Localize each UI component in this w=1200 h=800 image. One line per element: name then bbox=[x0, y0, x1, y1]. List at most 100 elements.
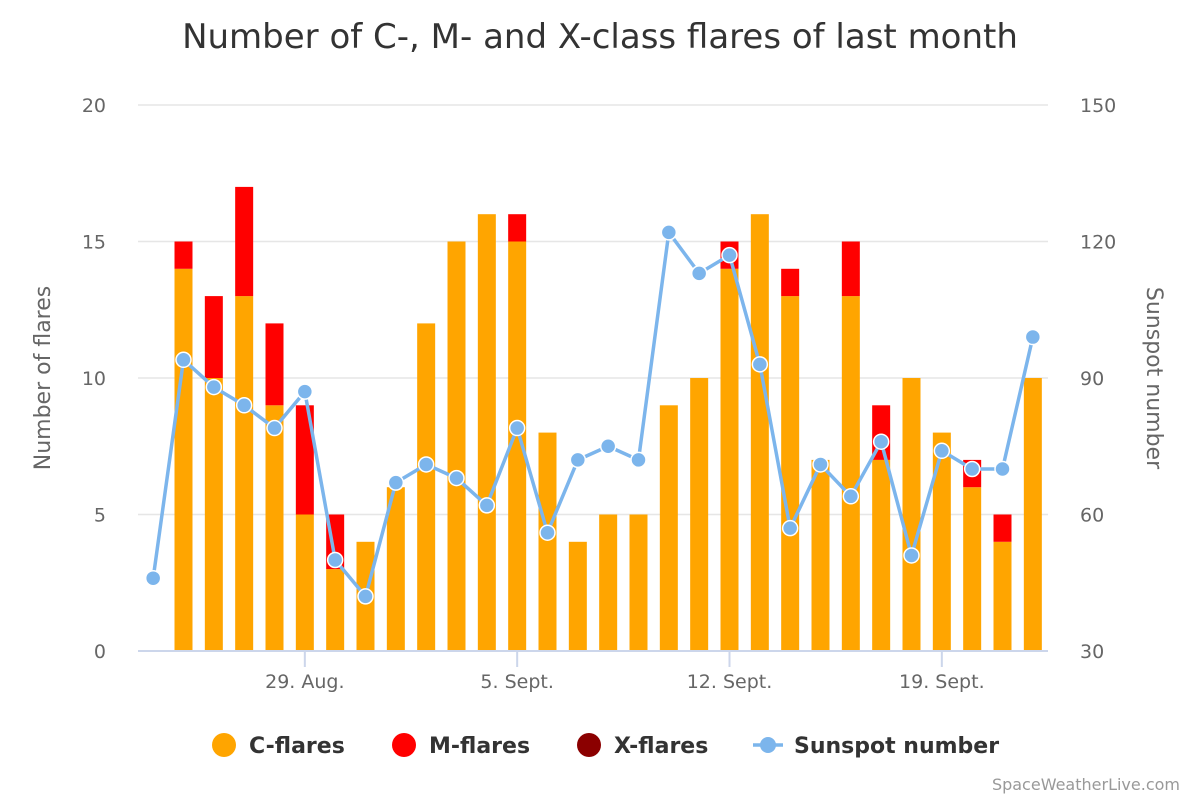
sunspot-point bbox=[721, 246, 738, 264]
bar-c-flares bbox=[902, 378, 921, 651]
bar-c-flares bbox=[235, 296, 254, 651]
bar-c-flares bbox=[811, 459, 830, 651]
sunspot-point bbox=[842, 488, 860, 505]
legend: C-flares M-flares X-flares Sunspot number bbox=[212, 733, 999, 759]
credit-text: SpaceWeatherLive.com bbox=[992, 775, 1180, 794]
bar-c-flares bbox=[993, 541, 1012, 651]
x-tick-label: 19. Sept. bbox=[899, 671, 985, 693]
sunspot-line bbox=[151, 230, 1035, 599]
bar-c-flares bbox=[417, 323, 436, 651]
bar-c-flares bbox=[174, 268, 193, 651]
bar-c-flares bbox=[872, 459, 891, 651]
sunspot-point bbox=[417, 456, 435, 473]
bar-c-flares bbox=[720, 268, 739, 651]
sunspot-point bbox=[539, 524, 556, 541]
bar-c-flares bbox=[659, 405, 678, 651]
y2-tick-label: 30 bbox=[1080, 641, 1104, 663]
sunspot-point bbox=[994, 460, 1011, 478]
sunspot-point bbox=[266, 419, 283, 437]
y2-tick-label: 90 bbox=[1080, 368, 1104, 390]
y-tick-label: 15 bbox=[82, 232, 106, 254]
sunspot-point bbox=[387, 474, 405, 491]
bar-c-flares bbox=[1023, 378, 1042, 651]
legend-marker-c-flares bbox=[212, 733, 236, 757]
sunspot-point bbox=[144, 569, 162, 587]
bar-m-flares bbox=[204, 296, 223, 378]
bar-c-flares bbox=[477, 214, 496, 651]
y-tick-label: 20 bbox=[82, 95, 106, 117]
sunspot-point bbox=[205, 378, 223, 396]
sunspot-point bbox=[569, 451, 587, 469]
sunspot-point bbox=[478, 497, 496, 514]
y2-tick-label: 60 bbox=[1080, 505, 1104, 527]
chart-title: Number of C-, M- and X-class flares of l… bbox=[182, 17, 1018, 57]
bar-c-flares bbox=[781, 296, 800, 651]
bar-c-flares bbox=[447, 241, 466, 651]
bar-c-flares bbox=[204, 378, 223, 651]
legend-marker-m-flares bbox=[392, 733, 416, 757]
sunspot-point bbox=[963, 460, 981, 478]
legend-label-m-flares: M-flares bbox=[429, 734, 530, 759]
bar-m-flares bbox=[841, 241, 860, 297]
sunspot-point bbox=[599, 438, 617, 455]
sunspot-point bbox=[812, 456, 829, 473]
legend-marker-sunspot-number bbox=[760, 737, 776, 753]
sunspot-point bbox=[448, 469, 465, 487]
sunspot-point bbox=[781, 519, 799, 537]
bar-c-flares bbox=[841, 296, 860, 651]
x-tick-label: 12. Sept. bbox=[687, 671, 773, 693]
bar-c-flares bbox=[932, 432, 951, 651]
x-tick-label: 5. Sept. bbox=[480, 671, 553, 693]
bar-c-flares bbox=[963, 487, 982, 651]
sunspot-point bbox=[357, 588, 374, 605]
sunspot-point bbox=[235, 397, 253, 414]
bar-c-flares bbox=[750, 214, 769, 651]
y2-axis-title: Sunspot number bbox=[1141, 287, 1166, 470]
y-tick-label: 0 bbox=[94, 641, 106, 663]
bar-m-flares bbox=[993, 514, 1012, 542]
bar-m-flares bbox=[295, 405, 314, 515]
bar-m-flares bbox=[174, 241, 193, 269]
bar-c-flares bbox=[690, 378, 709, 651]
bar-c-flares bbox=[265, 405, 284, 651]
sunspot-point bbox=[296, 383, 314, 400]
sunspot-point bbox=[630, 451, 647, 469]
x-tick-label: 29. Aug. bbox=[265, 671, 344, 693]
axes: 0 30 5 60 10 90 15 120 20 150 29. Aug. 5. Sept. 12. … bbox=[82, 95, 1116, 693]
y2-tick-label: 120 bbox=[1080, 232, 1116, 254]
y2-tick-label: 150 bbox=[1080, 95, 1116, 117]
sunspot-line-series bbox=[144, 224, 1042, 605]
sunspot-point bbox=[690, 265, 708, 282]
y-tick-label: 10 bbox=[82, 368, 106, 390]
legend-label-x-flares: X-flares bbox=[614, 734, 708, 759]
legend-label-c-flares: C-flares bbox=[249, 734, 345, 759]
gridlines bbox=[138, 104, 1048, 516]
bar-m-flares bbox=[781, 268, 800, 297]
sunspot-point bbox=[508, 419, 526, 437]
y-tick-label: 5 bbox=[94, 505, 106, 527]
bar-c-flares bbox=[629, 514, 648, 651]
sunspot-point bbox=[903, 547, 920, 564]
sunspot-point bbox=[751, 356, 769, 373]
bar-c-flares bbox=[295, 514, 314, 651]
sunspot-point bbox=[872, 433, 890, 450]
bar-series bbox=[174, 186, 1042, 651]
y-axis-title: Number of flares bbox=[31, 286, 56, 470]
sunspot-point bbox=[326, 551, 344, 569]
legend-label-sunspot-number: Sunspot number bbox=[794, 734, 999, 759]
sunspot-point bbox=[175, 351, 192, 369]
bar-m-flares bbox=[508, 214, 527, 242]
bar-c-flares bbox=[599, 514, 618, 651]
bar-c-flares bbox=[508, 241, 527, 651]
bar-m-flares bbox=[235, 186, 254, 297]
bar-c-flares bbox=[568, 541, 587, 651]
bar-c-flares bbox=[538, 432, 557, 651]
bar-c-flares bbox=[386, 487, 405, 651]
bar-m-flares bbox=[265, 323, 284, 406]
sunspot-point bbox=[933, 442, 951, 460]
legend-marker-x-flares bbox=[577, 733, 601, 757]
sunspot-point bbox=[660, 224, 678, 241]
sunspot-point bbox=[1024, 328, 1042, 346]
bar-c-flares bbox=[326, 569, 345, 651]
